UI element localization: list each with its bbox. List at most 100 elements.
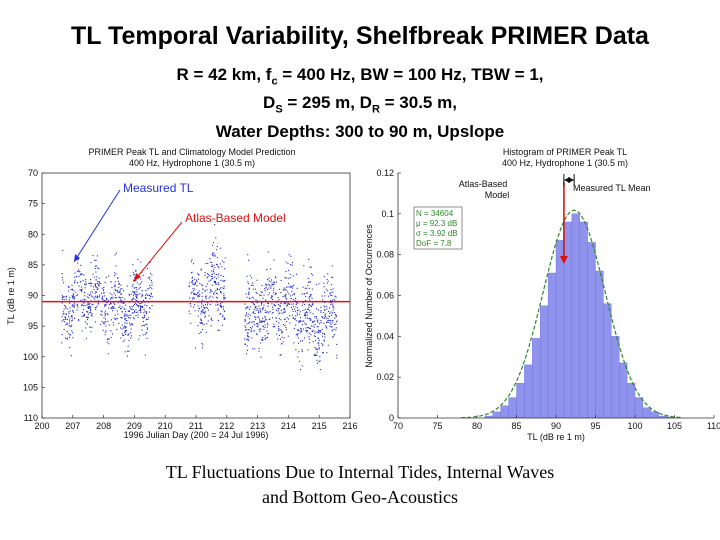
ts-data-point (192, 284, 194, 286)
ts-data-point (310, 294, 312, 296)
ts-data-point (260, 321, 262, 323)
ts-data-point (199, 322, 201, 324)
ts-data-point (329, 325, 331, 327)
ts-data-point (206, 277, 208, 279)
ts-data-point (285, 293, 287, 295)
ts-data-point (271, 295, 273, 297)
ts-data-point (332, 288, 334, 290)
ts-data-point (145, 294, 147, 296)
ts-data-point (306, 292, 308, 294)
ts-data-point (68, 299, 70, 301)
ts-data-point (290, 255, 292, 257)
ts-data-point (309, 294, 311, 296)
ts-data-point (311, 297, 313, 299)
ts-data-point (216, 249, 218, 251)
ts-data-point (94, 283, 96, 285)
ts-data-point (326, 308, 328, 310)
ts-data-point (330, 289, 332, 291)
ts-data-point (88, 297, 90, 299)
ts-data-point (105, 276, 107, 278)
ts-data-point (336, 343, 338, 345)
ts-data-point (315, 354, 317, 356)
ts-data-point (286, 317, 288, 319)
ts-data-point (244, 315, 246, 317)
ts-data-point (281, 331, 283, 333)
ts-data-point (69, 297, 71, 299)
ts-data-point (198, 274, 200, 276)
ts-data-point (212, 271, 214, 273)
ts-data-point (201, 347, 203, 349)
ts-x-tick-label: 214 (281, 421, 296, 431)
ts-data-point (132, 308, 134, 310)
ts-data-point (61, 273, 63, 275)
ts-data-point (195, 293, 197, 295)
ts-data-point (94, 292, 96, 294)
ts-data-point (78, 320, 80, 322)
ts-data-point (137, 314, 139, 316)
ts-data-point (76, 303, 78, 305)
ts-data-point (102, 289, 104, 291)
ts-data-point (251, 337, 253, 339)
ts-data-point (296, 302, 298, 304)
ts-data-point (61, 295, 63, 297)
ts-data-point (205, 286, 207, 288)
ts-data-point (257, 302, 259, 304)
ts-data-point (248, 294, 250, 296)
ts-data-point (93, 276, 95, 278)
stat-mean: μ = 92.3 dB (416, 219, 457, 228)
ts-data-point (216, 283, 218, 285)
ts-data-point (91, 283, 93, 285)
ts-data-point (117, 277, 119, 279)
ts-data-point (215, 289, 217, 291)
ts-data-point (309, 318, 311, 320)
ts-data-point (310, 318, 312, 320)
ts-data-point (324, 336, 326, 338)
ts-data-point (81, 311, 83, 313)
ts-data-point (68, 320, 70, 322)
ts-data-point (280, 329, 282, 331)
ts-data-point (145, 297, 147, 299)
ts-data-point (85, 338, 87, 340)
ts-data-point (71, 317, 73, 319)
ts-data-point (245, 319, 247, 321)
ts-data-point (262, 320, 264, 322)
ts-data-point (315, 316, 317, 318)
ts-data-point (114, 297, 116, 299)
ts-data-point (100, 310, 102, 312)
ts-data-point (89, 309, 91, 311)
ts-data-point (91, 326, 93, 328)
ts-data-point (252, 297, 254, 299)
ts-data-point (298, 337, 300, 339)
ts-data-point (323, 322, 325, 324)
ts-data-point (310, 306, 312, 308)
ts-data-point (108, 307, 110, 309)
ts-data-point (270, 285, 272, 287)
ts-data-point (125, 314, 127, 316)
ts-data-point (132, 295, 134, 297)
ts-data-point (333, 299, 335, 301)
ts-data-point (311, 288, 313, 290)
ts-data-point (144, 297, 146, 299)
ts-data-point (264, 338, 266, 340)
ts-data-point (324, 295, 326, 297)
ts-data-point (82, 305, 84, 307)
ts-data-point (223, 297, 225, 299)
ts-data-point (140, 261, 142, 263)
ts-data-point (300, 329, 302, 331)
ts-data-point (128, 317, 130, 319)
ts-data-point (291, 308, 293, 310)
ts-data-point (273, 287, 275, 289)
ts-data-point (317, 319, 319, 321)
ts-data-point (280, 309, 282, 311)
ts-data-point (260, 342, 262, 344)
ts-data-point (193, 306, 195, 308)
ts-data-point (132, 291, 134, 293)
ts-data-point (141, 305, 143, 307)
ts-data-point (107, 338, 109, 340)
ts-data-point (253, 308, 255, 310)
ts-data-point (305, 330, 307, 332)
ts-data-point (213, 292, 215, 294)
ts-data-point (250, 331, 252, 333)
ts-data-point (221, 266, 223, 268)
ts-data-point (214, 276, 216, 278)
